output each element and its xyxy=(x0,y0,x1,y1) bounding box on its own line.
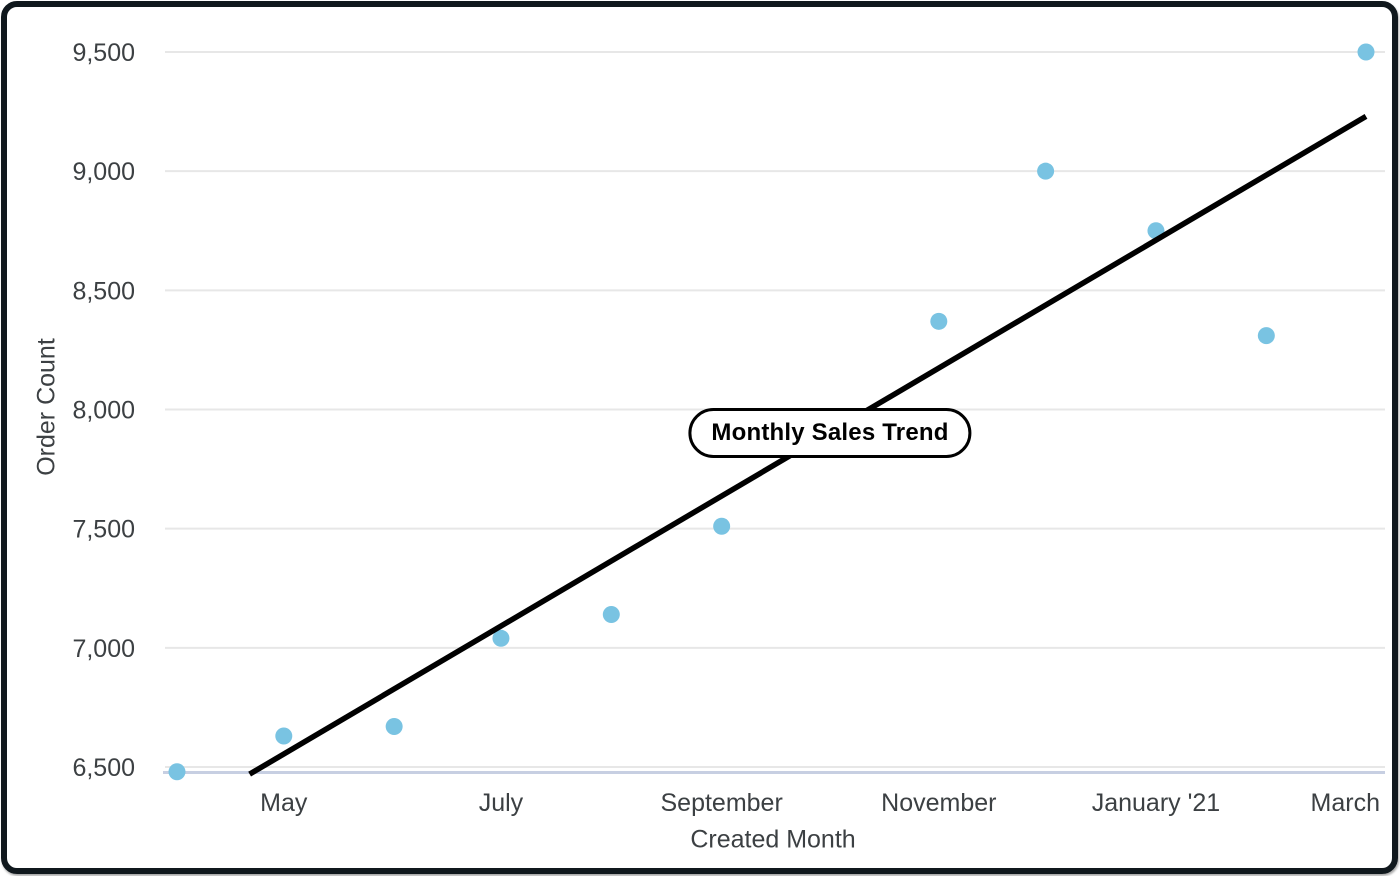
x-tick-label: July xyxy=(479,789,524,817)
y-tick-label: 8,000 xyxy=(72,397,135,425)
x-tick-label: May xyxy=(260,789,308,817)
data-point[interactable] xyxy=(1357,43,1375,61)
y-tick-label: 7,000 xyxy=(72,635,135,663)
y-axis-title: Order Count xyxy=(32,338,61,476)
data-point[interactable] xyxy=(385,717,403,735)
x-tick-label: November xyxy=(881,789,996,817)
x-tick-label: September xyxy=(661,789,783,817)
x-axis-title: Created Month xyxy=(690,825,856,854)
data-point[interactable] xyxy=(713,517,731,535)
y-tick-label: 7,500 xyxy=(72,516,135,544)
data-point[interactable] xyxy=(602,605,620,623)
data-point[interactable] xyxy=(275,727,293,745)
data-point[interactable] xyxy=(930,312,948,330)
y-tick-label: 9,000 xyxy=(72,158,135,186)
chart-title-pill: Monthly Sales Trend xyxy=(688,408,972,458)
x-tick-label: March xyxy=(1311,789,1380,817)
y-tick-label: 8,500 xyxy=(72,277,135,305)
data-point[interactable] xyxy=(1257,327,1275,345)
data-point[interactable] xyxy=(168,763,186,781)
y-tick-label: 9,500 xyxy=(72,39,135,67)
data-point[interactable] xyxy=(1037,162,1055,180)
y-tick-label: 6,500 xyxy=(72,754,135,782)
data-point[interactable] xyxy=(492,629,510,647)
chart-title: Monthly Sales Trend xyxy=(711,419,949,446)
x-tick-label: January '21 xyxy=(1092,789,1220,817)
